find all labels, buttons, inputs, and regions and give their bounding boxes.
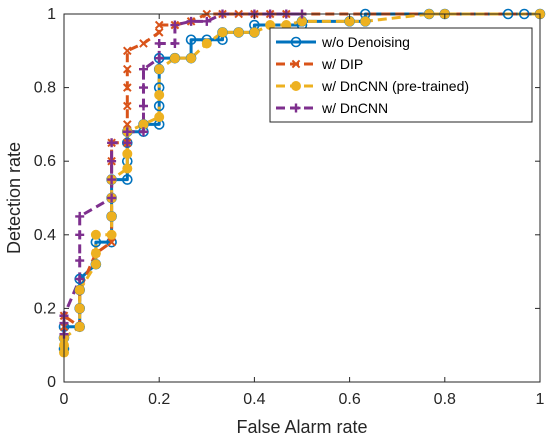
data-point — [106, 229, 117, 240]
data-point — [154, 28, 164, 37]
y-tick-label: 0.8 — [34, 80, 56, 97]
legend-item: w/ DIP — [276, 56, 363, 72]
data-point — [74, 303, 85, 314]
axes-box — [63, 13, 541, 383]
data-point — [122, 127, 132, 137]
legend-item: w/o Denoising — [276, 34, 410, 50]
legend-item: w/ DnCNN (pre-trained) — [276, 78, 469, 94]
data-point — [123, 83, 132, 92]
data-point — [138, 64, 148, 74]
y-tick-label: 0 — [47, 374, 56, 391]
data-point — [154, 20, 164, 30]
data-point — [107, 156, 117, 166]
data-point — [74, 321, 85, 332]
data-point — [122, 174, 133, 185]
data-point — [154, 112, 165, 123]
data-point — [154, 53, 164, 63]
legend-label: w/ DnCNN (pre-trained) — [321, 78, 469, 94]
data-point — [170, 20, 180, 30]
data-point — [123, 120, 132, 129]
x-axis-label: False Alarm rate — [236, 417, 367, 437]
data-point — [75, 274, 85, 284]
data-point — [139, 39, 148, 48]
y-tick-label: 0.6 — [34, 153, 56, 170]
data-point — [75, 256, 85, 266]
legend-box — [269, 27, 533, 123]
series-line-3 — [62, 12, 540, 353]
data-point — [186, 16, 196, 26]
data-point — [201, 38, 212, 49]
x-tick-label: 0.4 — [243, 391, 265, 408]
data-point — [106, 211, 117, 222]
legend-swatch-marker — [291, 103, 301, 113]
y-tick-label: 0.4 — [34, 227, 56, 244]
y-axis-label: Detection rate — [4, 142, 24, 254]
data-point — [107, 138, 117, 148]
data-point — [360, 16, 371, 27]
data-point — [107, 237, 116, 247]
legend-label: w/ DIP — [321, 56, 363, 72]
data-point — [122, 163, 133, 174]
data-point — [107, 175, 117, 185]
legend-label: w/o Denoising — [321, 34, 410, 50]
data-point — [75, 230, 85, 240]
data-point — [186, 53, 197, 64]
legend-swatch-marker — [291, 59, 301, 69]
data-point — [153, 100, 165, 112]
data-point — [122, 138, 132, 148]
data-point — [154, 38, 164, 48]
data-point — [217, 27, 228, 38]
data-point — [90, 248, 101, 259]
data-point — [154, 64, 165, 75]
data-point — [170, 38, 180, 48]
legend-swatch-marker — [291, 81, 301, 91]
x-tick-label: 1 — [536, 391, 545, 408]
data-point — [202, 16, 212, 26]
data-point — [185, 34, 197, 46]
x-tick-label: 0.2 — [148, 391, 170, 408]
data-point — [169, 53, 180, 64]
data-point — [154, 89, 165, 100]
legend-items: w/o Denoising w/ DIP w/ DnCNN (pre-trained… — [276, 34, 469, 116]
series-line-4 — [62, 12, 302, 335]
data-point — [122, 148, 133, 159]
y-tick-label: 0.2 — [34, 300, 56, 317]
data-point — [249, 27, 260, 38]
data-point — [90, 229, 101, 240]
legend-swatch-marker — [290, 36, 302, 48]
data-point — [123, 101, 132, 111]
data-point — [107, 193, 117, 203]
y-tick-label: 1 — [47, 6, 56, 23]
legend-item: w/ DnCNN — [276, 100, 388, 116]
data-point — [75, 211, 85, 221]
x-tick-label: 0.8 — [434, 391, 456, 408]
data-point — [233, 27, 244, 38]
data-point — [138, 127, 148, 137]
data-point — [123, 64, 132, 74]
x-axis-ticks: 0 0.2 0.4 0.6 0.8 1 — [60, 14, 545, 408]
legend: w/o Denoising w/ DIP w/ DnCNN (pre-trained… — [269, 27, 533, 123]
data-point — [74, 285, 85, 295]
x-tick-label: 0 — [60, 391, 69, 408]
data-point — [138, 101, 148, 111]
data-point — [123, 46, 132, 56]
x-tick-label: 0.6 — [338, 391, 360, 408]
y-axis-ticks: 0 0.2 0.4 0.6 0.8 1 — [34, 6, 540, 391]
data-point — [90, 259, 101, 270]
data-point — [138, 83, 148, 93]
legend-label: w/ DnCNN — [321, 100, 388, 116]
